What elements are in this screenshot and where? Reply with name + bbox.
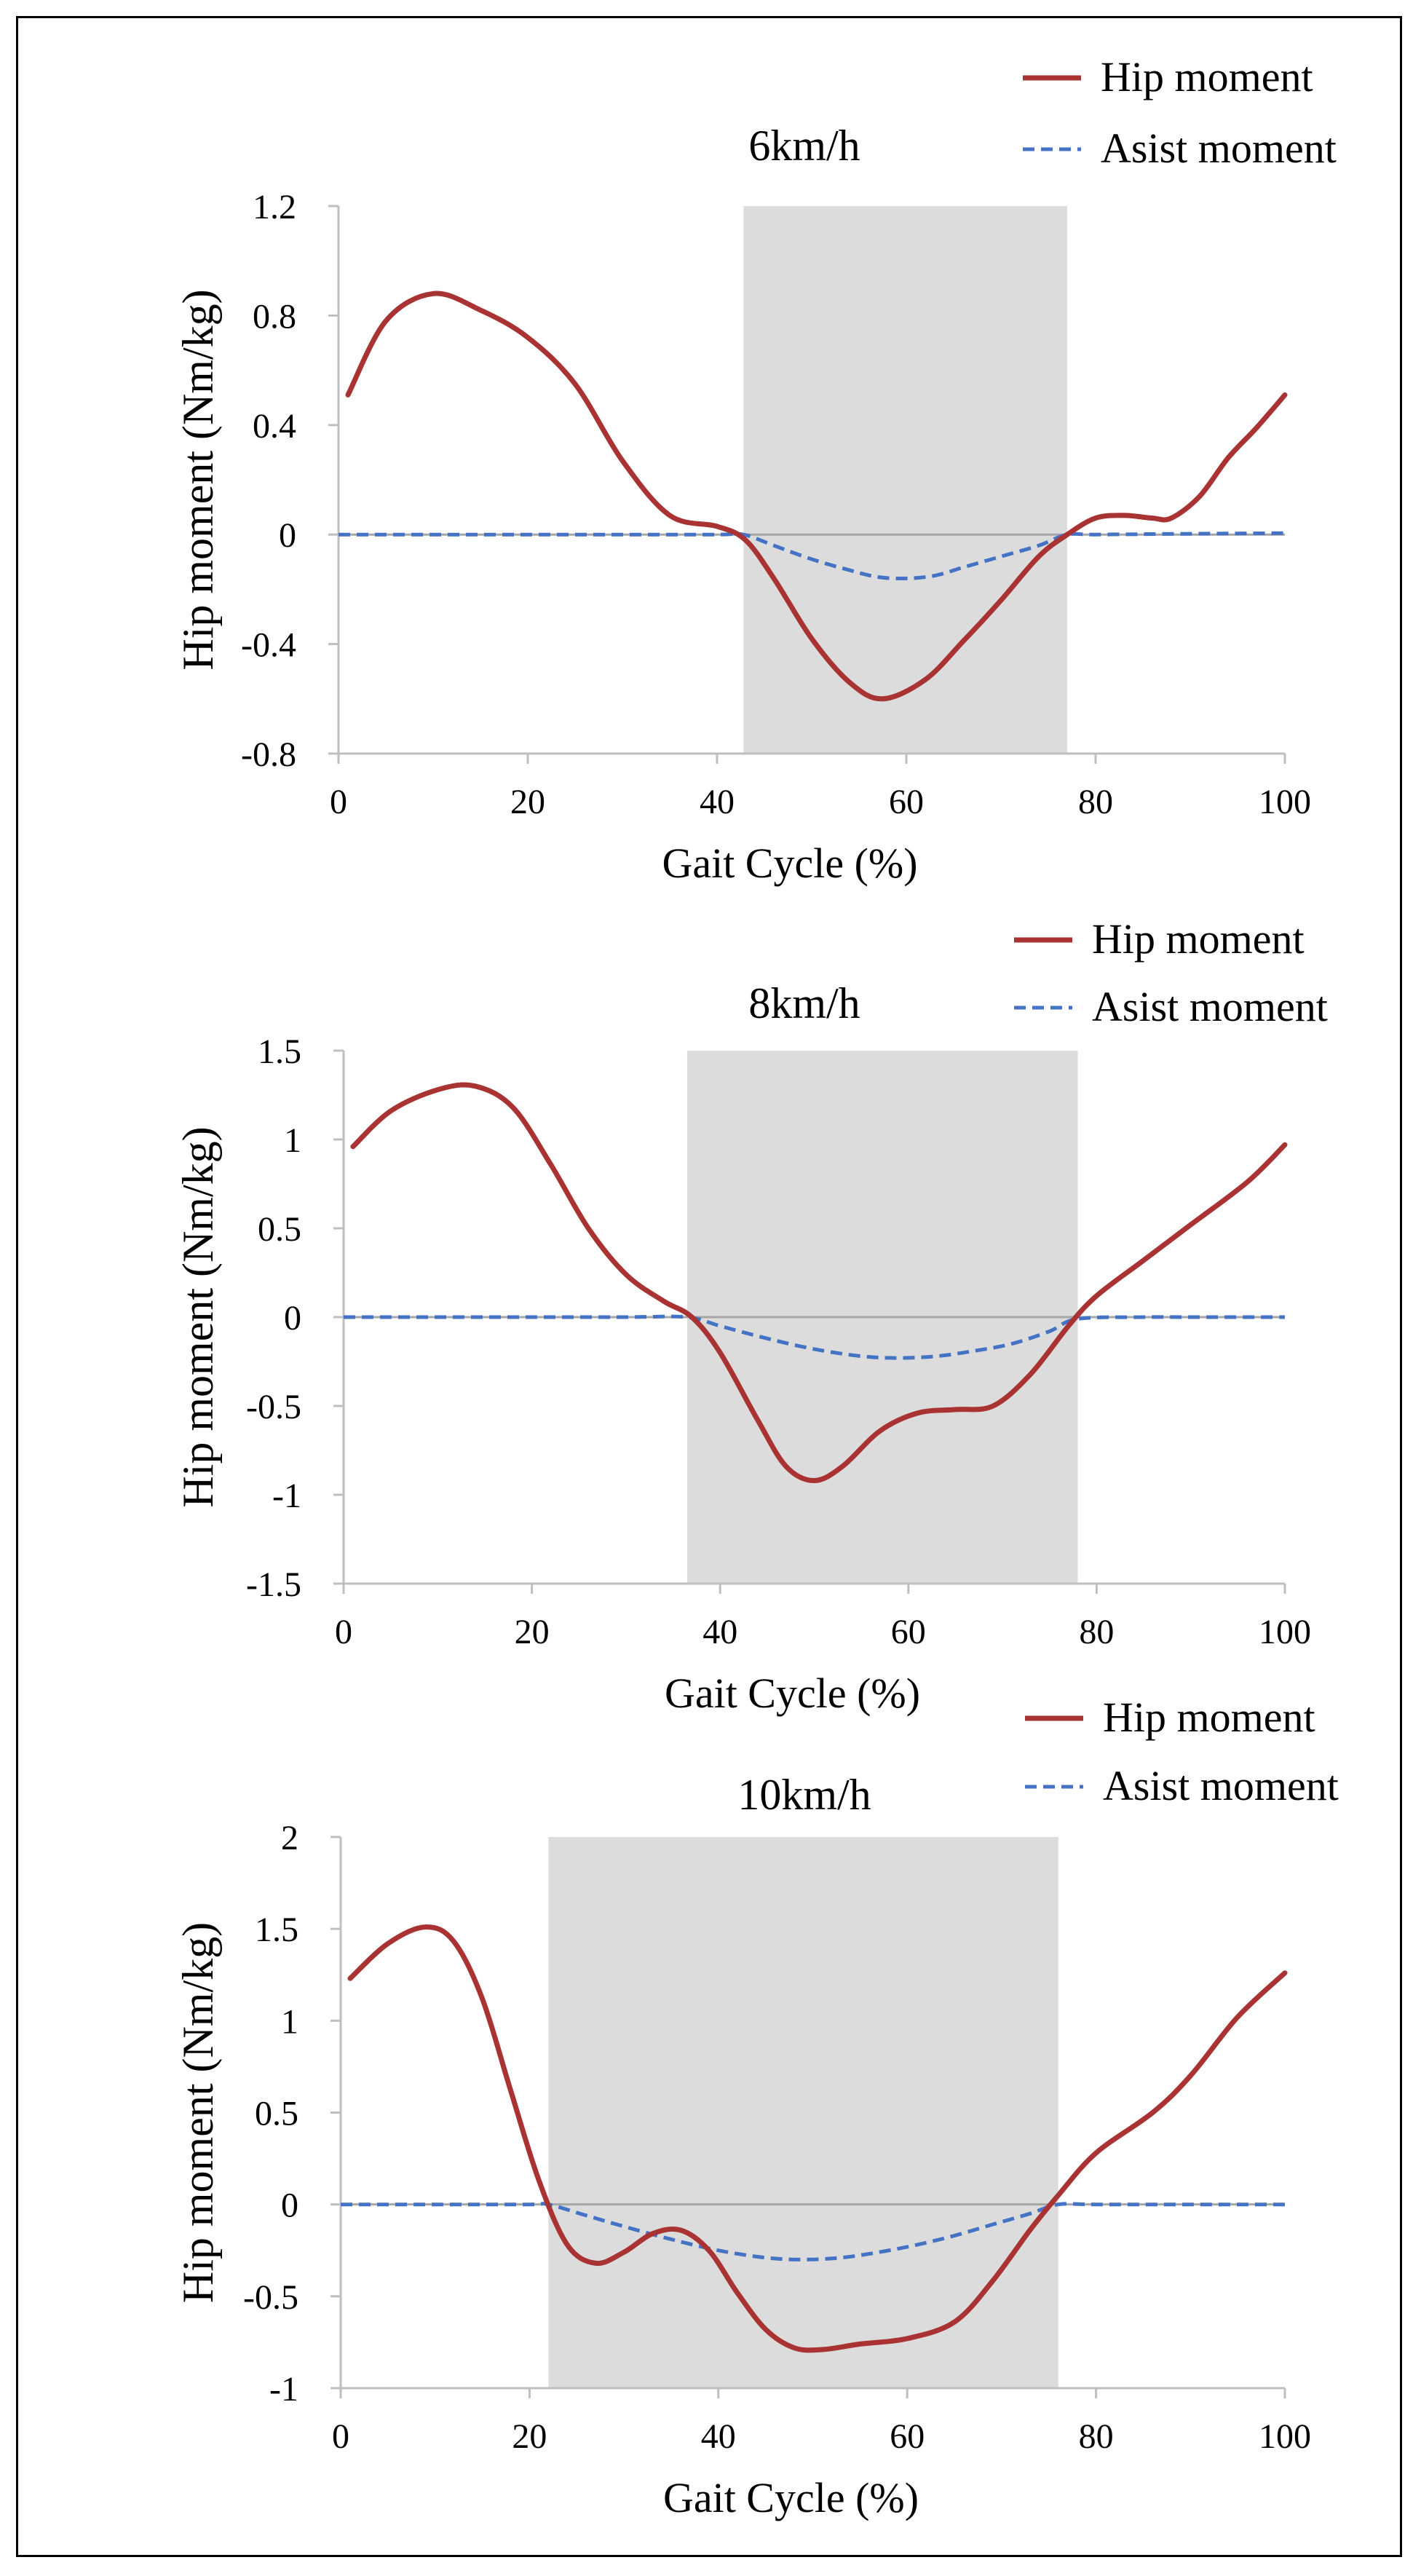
- chart-panel-2: 1.5 1 0.5 0 -0.5 -1 -1.5 0 20 40 60 80 1…: [174, 915, 1328, 1717]
- x-tick-label: 100: [1259, 2417, 1311, 2456]
- y-tick-label: 0: [279, 516, 296, 555]
- x-tick-label: 80: [1079, 2417, 1114, 2456]
- x-tick-labels-1: 0 20 40 60 80 100: [330, 783, 1311, 821]
- y-tick-label: -0.5: [246, 1388, 301, 1426]
- y-tick-label: 0.5: [255, 2095, 298, 2133]
- x-tick-label: 80: [1079, 1613, 1114, 1651]
- y-tick-label: 0: [284, 1299, 301, 1338]
- chart-title-3: 10km/h: [737, 1771, 871, 1819]
- x-tick-label: 20: [510, 783, 545, 821]
- y-tick-label: 1.5: [258, 1032, 301, 1071]
- y-tick-label: 0: [281, 2186, 298, 2225]
- y-axis-label-2: Hip moment (Nm/kg): [174, 1126, 222, 1507]
- legend-label-hip-moment: Hip moment: [1103, 1694, 1315, 1741]
- x-tick-label: 60: [891, 1613, 926, 1651]
- x-tick-label: 20: [512, 2417, 547, 2456]
- legend-label-hip-moment: Hip moment: [1101, 53, 1313, 100]
- y-tick-labels-1: 1.2 0.8 0.4 0 -0.4 -0.8: [241, 188, 296, 774]
- y-tick-label: -1.5: [246, 1565, 301, 1604]
- hip-moment-line-1: [345, 291, 1288, 702]
- x-tick-labels-3: 0 20 40 60 80 100: [332, 2417, 1311, 2456]
- x-axis-label-1: Gait Cycle (%): [662, 839, 917, 887]
- y-axis-label-3: Hip moment (Nm/kg): [174, 1922, 222, 2303]
- tick-marks-3: [330, 1836, 1286, 2398]
- x-tick-label: 100: [1259, 783, 1311, 821]
- x-axis-label-3: Gait Cycle (%): [663, 2474, 919, 2521]
- tick-marks-1: [328, 205, 1286, 764]
- y-axis-label-1: Hip moment (Nm/kg): [174, 289, 222, 670]
- legend-1: Hip moment Asist moment: [1023, 53, 1337, 172]
- legend-3: Hip moment Asist moment: [1025, 1694, 1339, 1809]
- x-tick-label: 40: [702, 1613, 737, 1651]
- x-tick-labels-2: 0 20 40 60 80 100: [335, 1613, 1311, 1651]
- y-tick-label: 0.5: [258, 1210, 301, 1249]
- y-tick-labels-3: 2 1.5 1 0.5 0 -0.5 -1: [243, 1819, 298, 2409]
- x-axis-label-2: Gait Cycle (%): [665, 1670, 920, 1717]
- x-tick-label: 60: [890, 2417, 925, 2456]
- y-tick-label: 1.2: [253, 188, 296, 226]
- tick-marks-2: [333, 1049, 1286, 1594]
- x-tick-label: 80: [1078, 783, 1113, 821]
- asist-moment-line-2: [343, 1314, 1285, 1360]
- x-tick-label: 20: [515, 1613, 550, 1651]
- x-tick-label: 0: [335, 1613, 352, 1651]
- y-tick-label: -0.8: [241, 735, 296, 774]
- x-tick-label: 40: [701, 2417, 736, 2456]
- y-tick-label: 1: [281, 2002, 298, 2041]
- hip-moment-line-2: [350, 1082, 1288, 1483]
- y-tick-label: 0.8: [253, 297, 296, 336]
- y-tick-label: 1.5: [255, 1911, 298, 1949]
- chart-panel-3: 2 1.5 1 0.5 0 -0.5 -1 0 20 40 60 80 100 …: [174, 1694, 1339, 2521]
- x-tick-label: 40: [700, 783, 735, 821]
- legend-label-asist-moment: Asist moment: [1101, 125, 1337, 172]
- x-tick-label: 60: [889, 783, 924, 821]
- x-tick-label: 0: [332, 2417, 349, 2456]
- shaded-region-1: [743, 206, 1067, 754]
- legend-label-asist-moment: Asist moment: [1103, 1762, 1339, 1809]
- y-tick-label: -1: [269, 2370, 298, 2409]
- chart-panel-1: 1.2 0.8 0.4 0 -0.4 -0.8 0 20 40 60 80 10…: [174, 53, 1337, 887]
- asist-moment-line-1: [338, 531, 1286, 580]
- legend-label-hip-moment: Hip moment: [1092, 915, 1305, 963]
- chart-title-1: 6km/h: [748, 122, 860, 170]
- y-tick-labels-2: 1.5 1 0.5 0 -0.5 -1 -1.5: [246, 1032, 301, 1604]
- chart-title-2: 8km/h: [748, 979, 860, 1027]
- legend-2: Hip moment Asist moment: [1014, 915, 1328, 1030]
- y-tick-label: 0.4: [253, 407, 296, 446]
- y-tick-label: -0.4: [241, 626, 296, 665]
- shaded-region-3: [548, 1837, 1058, 2388]
- y-tick-label: 1: [284, 1121, 301, 1160]
- legend-label-asist-moment: Asist moment: [1092, 983, 1328, 1030]
- y-tick-label: -0.5: [243, 2278, 298, 2317]
- hip-moment-line-3: [347, 1924, 1288, 2353]
- asist-moment-line-3: [340, 2202, 1285, 2261]
- x-tick-label: 100: [1259, 1613, 1311, 1651]
- y-tick-label: 2: [281, 1819, 298, 1857]
- y-tick-label: -1: [272, 1477, 301, 1515]
- x-tick-label: 0: [330, 783, 347, 821]
